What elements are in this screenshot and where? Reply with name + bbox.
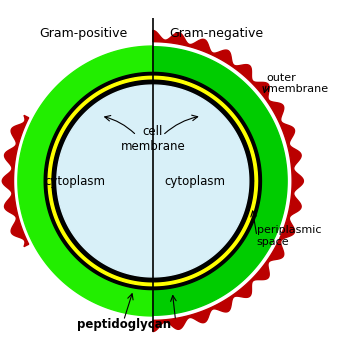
Polygon shape [153, 30, 303, 332]
Polygon shape [153, 47, 287, 315]
Polygon shape [153, 49, 284, 313]
Text: outer
membrane: outer membrane [267, 73, 328, 94]
Polygon shape [57, 85, 249, 277]
Text: peptidoglycan: peptidoglycan [77, 317, 171, 331]
Polygon shape [153, 68, 266, 294]
Polygon shape [18, 46, 153, 316]
Polygon shape [52, 80, 254, 282]
Polygon shape [2, 115, 29, 247]
Text: cytoplasm: cytoplasm [165, 174, 225, 188]
Polygon shape [44, 72, 261, 290]
Text: Gram-negative: Gram-negative [169, 26, 263, 39]
Text: cell
membrane: cell membrane [120, 125, 185, 153]
Polygon shape [0, 25, 309, 337]
Polygon shape [48, 76, 258, 286]
Text: periplasmic
space: periplasmic space [257, 226, 321, 247]
Text: Gram-positive: Gram-positive [39, 26, 127, 39]
Text: cytoplasm: cytoplasm [44, 174, 105, 188]
